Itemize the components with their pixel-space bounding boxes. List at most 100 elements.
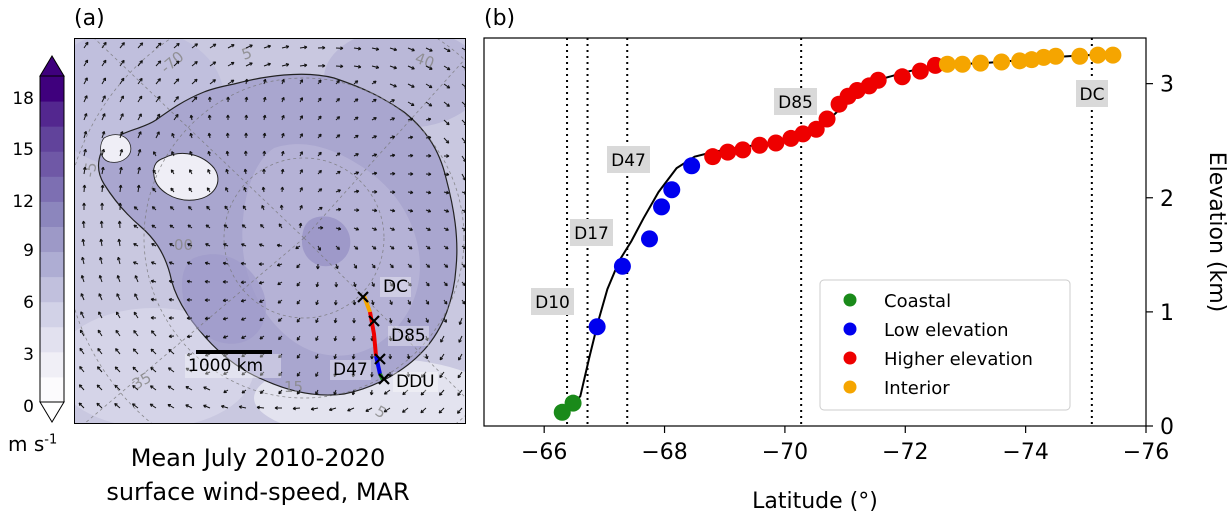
wind-vector-head (261, 186, 266, 191)
point-low-elevation (641, 230, 658, 248)
wind-vector-head (205, 224, 210, 228)
wind-vector-head (134, 275, 139, 279)
wind-vector (443, 65, 451, 71)
wind-vector-head (138, 131, 142, 135)
wind-vector (458, 335, 463, 343)
wind-vector-head (420, 391, 425, 396)
wind-vector-head (409, 208, 414, 213)
point-interior (953, 55, 971, 73)
wind-vector-head (277, 300, 282, 304)
wind-vector (439, 371, 445, 378)
wind-vector-head (240, 280, 244, 285)
wind-vector-head (407, 283, 412, 287)
wind-vector-head (150, 297, 155, 302)
wind-vector-head (241, 335, 245, 339)
wind-vector (407, 47, 415, 52)
wind-vector-head (98, 275, 103, 279)
wind-vector-head (186, 279, 191, 284)
wind-vector (137, 185, 140, 193)
wind-vector (227, 61, 235, 67)
wind-vector (384, 389, 391, 395)
wind-vector-head (97, 329, 102, 334)
wind-vector-head (222, 261, 227, 266)
wind-vector-head (79, 347, 83, 352)
wind-vector-head (206, 187, 211, 191)
wind-vector-head (205, 371, 209, 375)
wind-vector-head (407, 319, 411, 324)
colorbar-tick: 0 (23, 397, 34, 417)
wind-vector-head (193, 96, 198, 100)
wind-vector-head (102, 59, 107, 64)
wind-vector (263, 63, 271, 67)
wind-vector-head (187, 243, 191, 247)
wind-vector-head (224, 205, 228, 210)
wind-vector-head (133, 311, 138, 316)
wind-vector (389, 83, 397, 88)
wind-vector-head (373, 135, 377, 139)
wind-vector-head (169, 206, 174, 210)
wind-vector (83, 113, 88, 121)
wind-vector-head (318, 97, 322, 102)
wind-vector-head (336, 116, 341, 120)
wind-vector-head (168, 348, 172, 353)
wind-vector-head (249, 62, 253, 66)
legend-label: Coastal (884, 291, 951, 312)
wind-vector-head (457, 374, 462, 379)
point-interior (972, 54, 989, 72)
wind-vector (81, 257, 85, 265)
colorbar-tick: 15 (12, 140, 34, 160)
wind-vector-head (315, 266, 320, 270)
wind-vector (389, 47, 397, 51)
station-label-d17: D17 (574, 224, 609, 244)
wind-vector-head (458, 321, 463, 325)
colorbar-band (40, 201, 64, 227)
wind-vector-head (204, 261, 209, 266)
wind-vector-head (322, 45, 326, 50)
wind-vector-head (240, 317, 245, 321)
wind-vector-head (278, 223, 283, 227)
wind-vector-head (242, 205, 247, 209)
wind-vector (98, 293, 103, 301)
wind-vector-head (81, 238, 86, 243)
wind-vector (97, 348, 103, 355)
wind-vector-head (340, 64, 344, 69)
wind-vector-head (168, 261, 173, 265)
wind-vector-head (150, 279, 155, 284)
wind-vector-head (167, 403, 171, 408)
wind-vector-head (281, 79, 285, 83)
station-d47-marker (374, 353, 386, 365)
wind-vector-head (194, 43, 199, 47)
wind-vector-head (175, 113, 179, 118)
wind-vector (132, 366, 139, 373)
wind-vector (99, 275, 103, 283)
wind-vector-head (409, 153, 414, 158)
wind-vector-head (351, 355, 356, 360)
wind-vector-head (103, 41, 107, 46)
wind-vector-head (444, 264, 449, 268)
wind-vector-head (149, 403, 154, 407)
wind-vector-head (156, 113, 161, 118)
wind-vector (132, 385, 139, 391)
wind-vector (459, 317, 463, 325)
legend-marker (843, 380, 857, 394)
wind-vector-head (185, 386, 189, 390)
wind-vector (101, 167, 104, 175)
wind-vector (167, 385, 175, 391)
wind-speed-map: 5 40 -5 00 35 15 5 -70 (74, 38, 466, 424)
wind-vector (83, 41, 89, 49)
wind-vector-head (391, 227, 395, 231)
station-label-d10: D10 (535, 293, 570, 313)
wind-vector-head (259, 336, 264, 340)
wind-vector-head (439, 356, 444, 361)
point-interior (1071, 47, 1089, 65)
wind-vector (150, 385, 157, 391)
wind-vector-head (137, 149, 142, 153)
wind-vector-head (318, 115, 322, 120)
colorbar-tick: 6 (23, 293, 34, 313)
wind-vector (119, 184, 122, 193)
station-dc-marker (357, 291, 369, 303)
wind-vector-head (393, 47, 398, 52)
wind-vector (101, 149, 105, 157)
wind-vector (117, 257, 121, 265)
wind-vector-head (334, 284, 339, 288)
